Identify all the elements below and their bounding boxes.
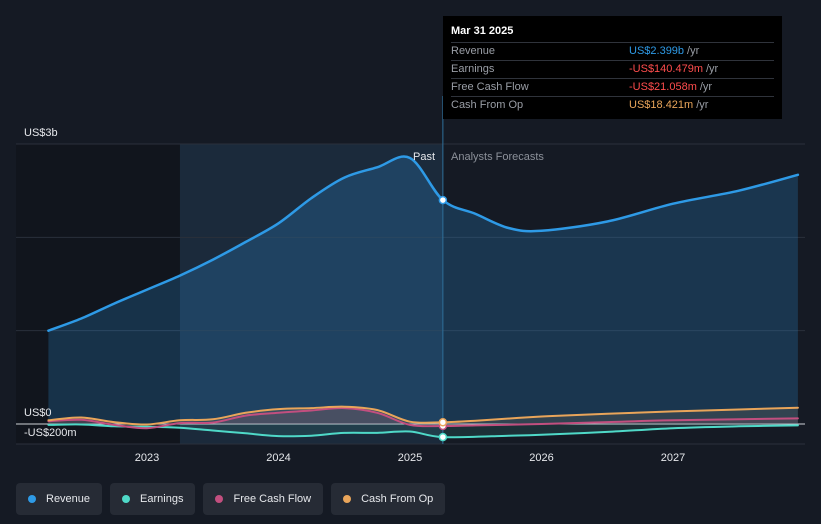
cash-from-op-area: [48, 406, 798, 425]
past-label: Past: [413, 151, 435, 163]
cash-from-op-line: [47, 405, 799, 426]
legend-label: Revenue: [46, 493, 91, 505]
y-label-bottom: -US$200m: [24, 427, 77, 439]
series-markers: [438, 195, 448, 442]
tooltip-value: -US$21.058m: [629, 81, 697, 93]
revenue-area: [48, 156, 798, 424]
tooltip-value: -US$140.479m: [629, 63, 703, 75]
tooltip-unit: /yr: [696, 99, 709, 111]
free-cash-flow-dot-icon: [215, 495, 224, 503]
x-tick-label: 2024: [266, 452, 290, 464]
tooltip-label: Earnings: [451, 63, 495, 75]
tooltip-unit: /yr: [699, 81, 713, 93]
x-tick-label: 2027: [661, 452, 685, 464]
free-cash-flow-area: [48, 408, 798, 429]
x-axis-ticks: 2023 2024 2025 2026 2027: [135, 452, 685, 464]
x-tick-label: 2026: [529, 452, 553, 464]
tooltip-row-earnings: Earnings -US$140.479m /yr: [451, 60, 774, 78]
series-fills: [48, 156, 798, 438]
tooltip-value: US$2.399b: [629, 45, 685, 57]
tooltip-value: US$18.421m: [629, 99, 694, 111]
legend-item-earnings[interactable]: Earnings: [110, 483, 196, 515]
legend-item-revenue[interactable]: Revenue: [16, 483, 103, 515]
forecast-label: Analysts Forecasts: [451, 151, 544, 163]
legend-item-cash-from-op[interactable]: Cash From Op: [331, 483, 446, 515]
legend-label: Cash From Op: [361, 493, 434, 505]
revenue-line: [47, 155, 800, 332]
tooltip-label: Cash From Op: [451, 99, 524, 111]
revenue-dot-icon: [28, 495, 36, 503]
earnings-marker: [438, 432, 448, 442]
legend-label: Free Cash Flow: [233, 493, 312, 505]
x-tick-label: 2025: [398, 452, 422, 464]
earnings-dot-icon: [122, 495, 131, 503]
past-highlight-band: [179, 144, 443, 444]
tooltip-label: Revenue: [451, 45, 496, 57]
tooltip-row-revenue: Revenue US$2.399b /yr: [451, 42, 774, 60]
legend-item-free-cash-flow[interactable]: Free Cash Flow: [203, 483, 324, 515]
legend-label: Earnings: [140, 493, 184, 505]
tooltip-label: Free Cash Flow: [451, 81, 529, 93]
tooltip-unit: /yr: [706, 63, 719, 75]
x-tick-label: 2023: [135, 452, 159, 464]
tooltip-date: Mar 31 2025: [451, 25, 514, 37]
cash-from-op-marker: [438, 418, 448, 427]
y-label-zero: US$0: [24, 407, 52, 419]
tooltip-unit: /yr: [687, 45, 700, 57]
earnings-line: [47, 423, 799, 439]
tooltip-row-free-cash-flow: Free Cash Flow -US$21.058m /yr: [451, 78, 774, 96]
cash-from-op-dot-icon: [343, 495, 352, 503]
series-lines: [47, 155, 800, 439]
y-label-top: US$3b: [24, 127, 58, 139]
tooltip-row-cash-from-op: Cash From Op US$18.421m /yr: [451, 96, 774, 114]
legend: Revenue Earnings Free Cash Flow Cash Fro…: [16, 483, 446, 515]
earnings-area: [48, 424, 798, 438]
pre-band-dark: [16, 144, 180, 444]
revenue-marker: [438, 195, 448, 205]
free-cash-flow-line: [47, 407, 799, 430]
tooltip: Mar 31 2025 Revenue US$2.399b /yr Earnin…: [443, 16, 782, 119]
